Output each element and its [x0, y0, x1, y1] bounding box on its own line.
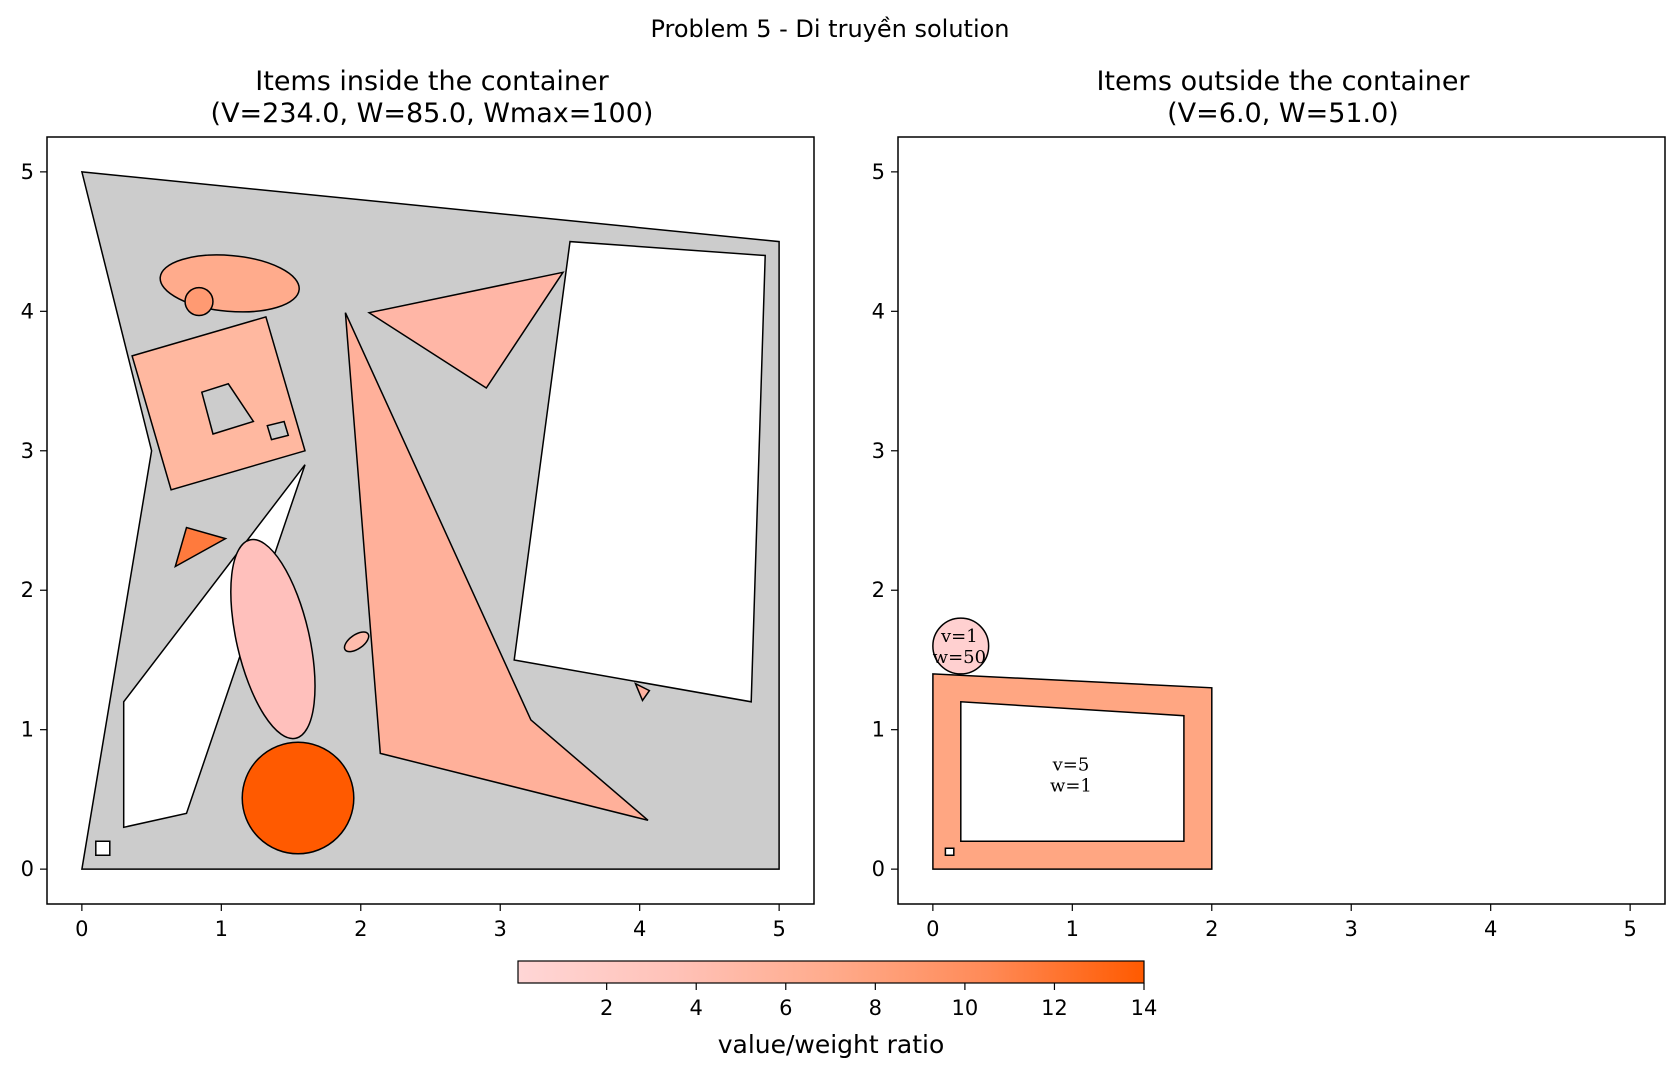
- panel-outside: Items outside the container (V=6.0, W=51…: [872, 66, 1666, 941]
- colorbar-tick-label: 2: [600, 996, 613, 1020]
- item-circle: [184, 286, 214, 317]
- item-polygon: [932, 673, 1213, 870]
- y-tick-label: 1: [872, 718, 885, 742]
- colorbar-tick-label: 4: [690, 996, 703, 1020]
- panel-outside-title: Items outside the container: [1096, 66, 1470, 97]
- x-tick-label: 1: [215, 917, 228, 941]
- panel-outside-subtitle: (V=6.0, W=51.0): [1167, 98, 1399, 129]
- y-tick-label: 5: [872, 160, 885, 184]
- y-tick-label: 2: [872, 578, 885, 602]
- y-tick-label: 0: [872, 857, 885, 881]
- x-tick-label: 0: [75, 917, 88, 941]
- x-tick-label: 5: [1623, 917, 1636, 941]
- plot-area-outside: [898, 137, 1665, 904]
- panel-inside-subtitle: (V=234.0, W=85.0, Wmax=100): [211, 98, 654, 129]
- x-tick-label: 1: [1066, 917, 1079, 941]
- colorbar-tick-label: 6: [779, 996, 792, 1020]
- item-polygon: [634, 682, 651, 702]
- item-ellipse: [230, 538, 316, 740]
- item-polygon: [174, 526, 228, 569]
- item-ellipse: [343, 631, 370, 653]
- colorbar-gradient: [517, 960, 1145, 984]
- panel-inside-items: [80, 171, 780, 870]
- colorbar-ticks: 2 4 6 8 10 12 14: [600, 983, 1157, 1020]
- y-tick-label: 3: [872, 439, 885, 463]
- item-polygon: [344, 312, 649, 822]
- item-label: v=1: [940, 626, 978, 647]
- colorbar-label: value/weight ratio: [718, 1030, 945, 1059]
- y-tick-label: 3: [21, 439, 34, 463]
- axes-frame-inside: [46, 136, 815, 905]
- item-label: w=1: [1050, 775, 1092, 796]
- item-polygon: [131, 315, 306, 491]
- y-tick-label: 1: [21, 718, 34, 742]
- item-polygon: [513, 240, 766, 703]
- x-tick-label: 0: [926, 917, 939, 941]
- colorbar-tick-label: 10: [952, 996, 979, 1020]
- panel-outside-ticks: 0 1 2 3 4 5 0 1 2 3 4 5: [872, 160, 1637, 941]
- panel-inside: Items inside the container (V=234.0, W=8…: [21, 66, 815, 941]
- panel-outside-items: v=5w=1 v=1w=50: [932, 617, 1213, 870]
- x-tick-label: 2: [1205, 917, 1218, 941]
- y-tick-label: 5: [21, 160, 34, 184]
- colorbar: 2 4 6 8 10 12 14 value/weight ratio: [517, 960, 1157, 1059]
- panel-inside-title: Items inside the container: [255, 66, 609, 97]
- item-polygon: [95, 840, 111, 856]
- x-tick-label: 4: [633, 917, 646, 941]
- item-circle: [932, 617, 990, 675]
- item-polygon: [944, 847, 955, 856]
- colorbar-tick-label: 14: [1131, 996, 1158, 1020]
- y-tick-label: 4: [21, 299, 34, 323]
- item-label: w=50: [933, 647, 986, 668]
- item-label: v=5: [1052, 754, 1090, 775]
- item-polygon: [367, 271, 565, 390]
- colorbar-tick-label: 8: [869, 996, 882, 1020]
- x-tick-label: 4: [1484, 917, 1497, 941]
- x-tick-label: 3: [494, 917, 507, 941]
- y-tick-label: 0: [21, 857, 34, 881]
- colorbar-tick-label: 12: [1041, 996, 1068, 1020]
- panel-inside-ticks: 0 1 2 3 4 5 0 1 2 3 4 5: [21, 160, 786, 941]
- axes-frame-outside: [897, 136, 1666, 905]
- x-tick-label: 2: [354, 917, 367, 941]
- figure-title: Problem 5 - Di truyền solution: [650, 15, 1009, 43]
- x-tick-label: 5: [772, 917, 785, 941]
- item-circle: [241, 741, 355, 855]
- y-tick-label: 4: [872, 299, 885, 323]
- y-tick-label: 2: [21, 578, 34, 602]
- x-tick-label: 3: [1345, 917, 1358, 941]
